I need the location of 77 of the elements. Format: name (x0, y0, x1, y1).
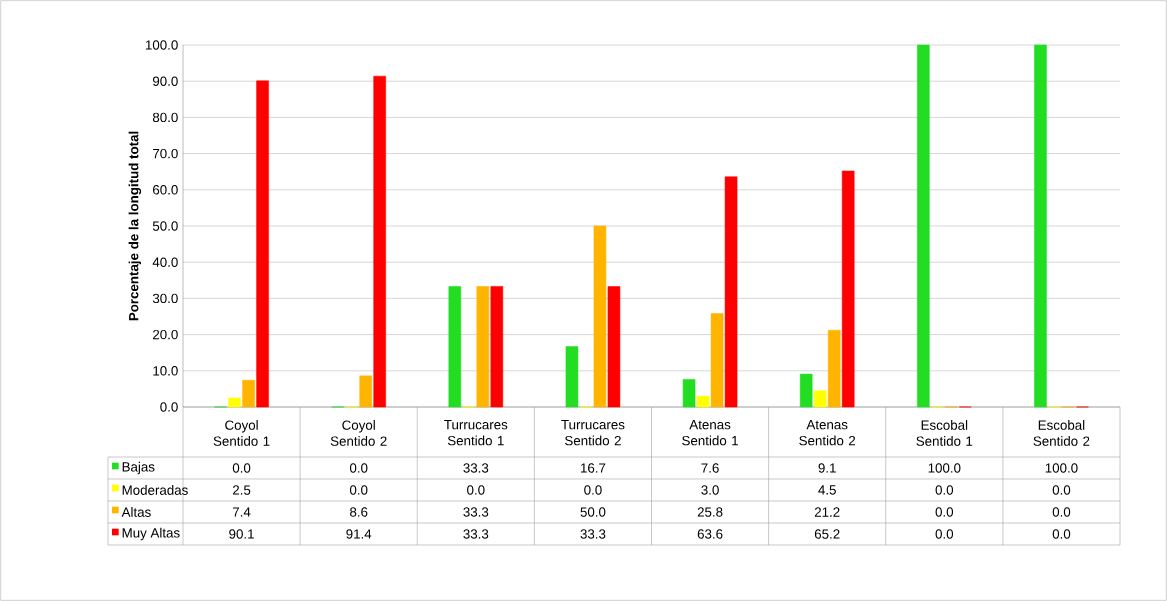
bar (827, 329, 841, 408)
data-label: 0.0 (935, 507, 954, 517)
bar (490, 286, 504, 408)
data-label: 4.5 (818, 485, 836, 495)
data-label: 100.0 (928, 463, 961, 473)
bar (256, 80, 269, 408)
y-tick-label: 50.0 (152, 221, 178, 231)
data-label: 91.4 (346, 529, 372, 539)
x-tick-label: Escobal Sentido 1 (916, 420, 973, 446)
data-label: 50.0 (580, 507, 606, 517)
data-label: 21.2 (814, 507, 840, 517)
data-label: 0.0 (584, 485, 602, 495)
bar (813, 390, 827, 408)
data-label: 16.7 (580, 463, 606, 473)
x-tick-label: Turrucares Sentido 1 (444, 420, 508, 446)
data-label: 63.6 (697, 529, 723, 539)
y-tick-label: 10.0 (153, 366, 178, 376)
data-label: 100.0 (1045, 463, 1078, 473)
y-tick-label: 100.0 (145, 40, 178, 50)
data-label: 33.3 (580, 529, 606, 539)
y-tick-label: 30.0 (152, 293, 178, 304)
bar (448, 286, 462, 408)
data-label: 0.0 (349, 485, 368, 495)
bar (841, 170, 855, 408)
data-label: 0.0 (1052, 507, 1071, 517)
x-tick-label: Coyol Sentido 1 (213, 420, 270, 446)
bar (607, 286, 621, 408)
data-label: 0.0 (935, 485, 954, 495)
data-label: 33.3 (463, 463, 489, 473)
y-tick-label: 60.0 (153, 185, 178, 195)
bar (565, 346, 579, 408)
bar (242, 379, 255, 408)
data-label: 7.6 (701, 463, 719, 473)
x-tick-label: Atenas Sentido 2 (799, 420, 856, 446)
bar (228, 397, 241, 408)
legend-label: Muy Altas (122, 527, 180, 541)
data-label: 8.6 (350, 507, 368, 517)
data-label: 0.0 (1052, 485, 1071, 495)
bar (917, 44, 930, 408)
bar (710, 313, 724, 408)
y-tick-label: 20.0 (153, 329, 178, 340)
data-label: 0.0 (467, 485, 485, 495)
bar (682, 379, 696, 408)
bar (1034, 44, 1047, 408)
bar (373, 75, 386, 408)
bar (696, 395, 710, 408)
data-label: 0.0 (232, 463, 251, 473)
y-tick-label: 40.0 (152, 257, 178, 267)
y-tick-label: 80.0 (152, 112, 178, 123)
x-tick-label: Atenas Sentido 1 (682, 420, 738, 446)
x-tick-label: Coyol Sentido 2 (330, 420, 387, 446)
bar (359, 375, 372, 408)
data-label: 3.0 (701, 485, 719, 495)
bar (476, 286, 490, 408)
data-label: 7.4 (232, 507, 251, 517)
legend-label: Moderadas (122, 485, 188, 495)
y-tick-label: 70.0 (153, 148, 178, 159)
data-label: 0.0 (1052, 529, 1071, 539)
data-label: 0.0 (935, 529, 954, 539)
y-axis-title: Porcentaje de la longitud total (128, 131, 142, 321)
legend-label: Altas (121, 507, 151, 517)
data-label: 9.1 (818, 463, 836, 473)
y-tick-label: 0.0 (160, 402, 178, 412)
data-label: 0.0 (349, 463, 368, 473)
y-tick-label: 90.0 (152, 76, 178, 86)
x-tick-label: Turrucares Sentido 2 (561, 420, 625, 446)
data-label: 33.3 (463, 529, 489, 539)
bar (593, 225, 607, 408)
bar (799, 373, 813, 408)
legend-label: Bajas (122, 461, 155, 475)
data-label: 25.8 (697, 507, 723, 517)
data-label: 90.1 (229, 529, 254, 539)
x-tick-label: Escobal Sentido 2 (1033, 420, 1090, 446)
data-label: 65.2 (814, 529, 840, 539)
data-label: 2.5 (232, 485, 251, 495)
data-label: 33.3 (463, 507, 489, 517)
bar (724, 176, 738, 408)
